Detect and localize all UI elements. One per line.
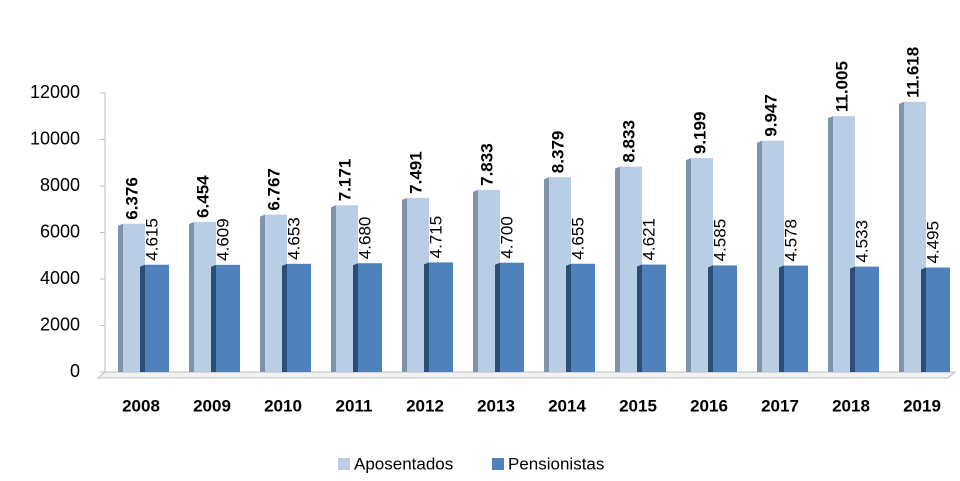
bar [833, 116, 855, 372]
bar-side [282, 263, 287, 372]
bar-side [495, 262, 500, 372]
bar [784, 265, 808, 372]
value-label: 11.618 [903, 47, 922, 98]
legend-swatch [338, 458, 350, 470]
x-tick-label: 2016 [690, 396, 728, 415]
bar-side [353, 263, 358, 372]
y-tick-label: 4000 [40, 268, 80, 288]
x-tick-label: 2010 [264, 396, 302, 415]
bar-side [544, 177, 549, 372]
x-tick-label: 2018 [832, 396, 870, 415]
bar-side [331, 205, 336, 372]
bar [145, 264, 169, 372]
value-label: 4.495 [923, 221, 942, 264]
bar [478, 189, 500, 372]
y-tick-label: 2000 [40, 314, 80, 334]
y-tick-label: 12000 [30, 82, 80, 102]
legend-label: Aposentados [354, 454, 453, 473]
bar-side [211, 264, 216, 372]
bar [429, 262, 453, 372]
value-label: 4.700 [497, 216, 516, 259]
bar [336, 205, 358, 372]
value-label: 4.715 [426, 216, 445, 259]
bar [762, 140, 784, 372]
bar-side [118, 223, 123, 372]
value-label: 6.376 [122, 177, 141, 220]
value-label: 4.653 [284, 217, 303, 260]
y-tick-label: 6000 [40, 221, 80, 241]
x-tick-label: 2008 [122, 396, 160, 415]
y-tick-label: 10000 [30, 128, 80, 148]
x-tick-label: 2011 [336, 396, 373, 415]
floor [96, 371, 957, 379]
bar [904, 101, 926, 372]
value-label: 4.680 [355, 217, 374, 260]
value-label: 7.491 [406, 151, 425, 194]
value-label: 4.533 [852, 220, 871, 263]
x-tick-label: 2013 [477, 396, 515, 415]
x-tick-label: 2014 [548, 396, 586, 415]
bar [123, 223, 145, 372]
bar [194, 221, 216, 372]
legend-label: Pensionistas [508, 454, 604, 473]
bar-side [402, 197, 407, 372]
bar [500, 262, 524, 372]
bar-side [566, 263, 571, 372]
bar [571, 263, 595, 372]
x-tick-label: 2012 [406, 396, 444, 415]
value-label: 4.609 [213, 218, 232, 261]
bar [216, 264, 240, 372]
y-tick-label: 0 [70, 361, 80, 381]
bar [642, 264, 666, 372]
bar-side [779, 265, 784, 372]
value-label: 7.171 [335, 159, 354, 202]
x-tick-label: 2015 [619, 396, 657, 415]
bar-side [424, 262, 429, 372]
bar-side [899, 101, 904, 372]
bar [265, 214, 287, 372]
value-label: 6.767 [264, 168, 283, 211]
bar [713, 265, 737, 372]
legend-swatch [492, 458, 504, 470]
x-tick-label: 2017 [761, 396, 799, 415]
bar-side [615, 166, 620, 372]
bar-side [757, 140, 762, 372]
bar [855, 266, 879, 372]
bar [620, 166, 642, 372]
bar-side [686, 158, 691, 372]
value-label: 8.833 [619, 120, 638, 163]
value-label: 9.199 [690, 112, 709, 155]
value-label: 4.615 [142, 218, 161, 261]
value-label: 4.655 [568, 217, 587, 260]
bar-side [921, 267, 926, 372]
bar-side [708, 265, 713, 372]
value-label: 7.833 [477, 143, 496, 186]
bar-side [637, 264, 642, 372]
value-label: 4.585 [710, 219, 729, 262]
bar [287, 263, 311, 372]
x-tick-label: 2009 [193, 396, 231, 415]
bar-side [260, 214, 265, 372]
value-label: 6.454 [193, 175, 212, 218]
bar-side [828, 116, 833, 372]
value-label: 8.379 [548, 131, 567, 174]
bar [549, 177, 571, 372]
bar [358, 263, 382, 372]
bar-side [189, 221, 194, 372]
y-tick-label: 8000 [40, 175, 80, 195]
bar [926, 267, 950, 372]
bar-side [140, 264, 145, 372]
value-label: 4.578 [781, 219, 800, 262]
bar-side [850, 266, 855, 372]
bar [407, 197, 429, 372]
value-label: 4.621 [639, 218, 658, 261]
value-label: 11.005 [832, 61, 851, 112]
x-tick-label: 2019 [903, 396, 941, 415]
bar-side [473, 189, 478, 372]
bar [691, 158, 713, 372]
value-label: 9.947 [761, 94, 780, 137]
